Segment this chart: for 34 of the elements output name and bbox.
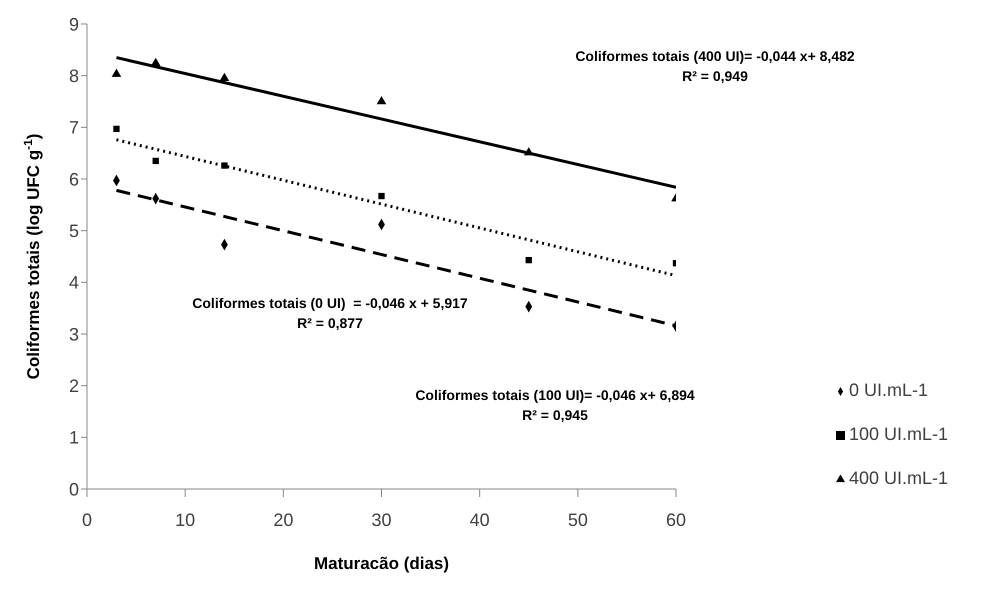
x-axis-title: Maturacão (dias) [314,554,450,573]
point [113,126,120,132]
point [112,68,122,77]
x-tick-label: 30 [371,510,392,530]
x-tick-label: 20 [273,510,294,530]
x-tick-label: 50 [568,510,588,530]
point [220,72,230,82]
legend-label: 100 UI.mL-1 [849,424,948,444]
y-tick-label: 9 [68,14,79,34]
point [376,96,386,104]
point [150,58,161,66]
legend-label: 400 UI.mL-1 [849,468,948,488]
y-tick-label: 7 [68,118,79,138]
y-tick-label: 5 [68,221,79,242]
x-tick-label: 60 [666,510,686,530]
y-tick-label: 2 [68,376,79,396]
annotation: Coliformes totais (400 UI)= -0,044 x+ 8,482 R² = 0,949 [575,47,855,86]
annotation: Coliformes totais (100 UI)= -0,046 x+ 6,894 R² = 0,945 [415,386,695,425]
point [152,158,159,164]
y-tick-label: 3 [68,324,79,344]
annotation: Coliformes totais (0 UI) = -0,046 x + 5,917 R² = 0,877 [192,294,468,333]
y-tick-label: 4 [68,272,79,293]
y-tick-label: 0 [68,479,79,500]
x-tick-label: 10 [175,510,196,530]
point [524,147,534,156]
legend-label: 0 UI.mL-1 [849,380,928,400]
y-tick-label: 1 [68,428,79,448]
x-tick-label: 40 [470,510,490,530]
point [221,162,228,169]
x-tick-label: 0 [82,510,92,530]
point [526,256,532,264]
point [378,192,385,200]
y-tick-label: 8 [68,66,79,86]
y-tick-label: 6 [68,169,79,190]
